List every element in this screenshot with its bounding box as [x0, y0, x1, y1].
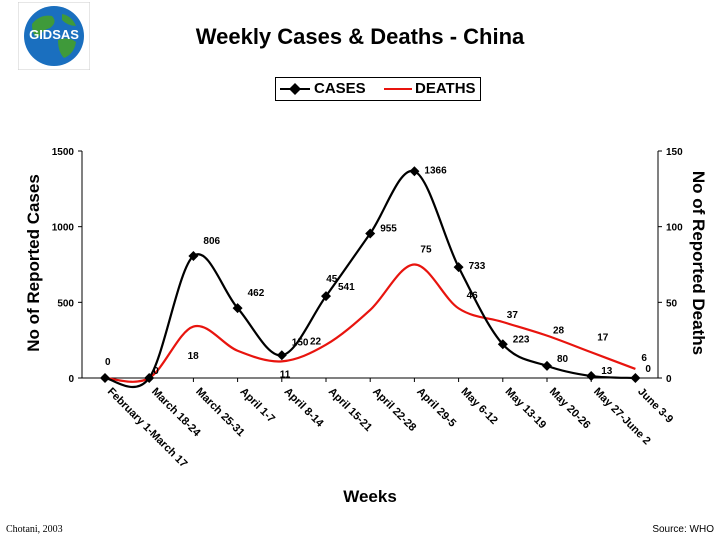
category-label-3: April 1-7	[237, 386, 277, 426]
cases-data-label-2: 806	[203, 236, 220, 247]
deaths-data-label-12: 6	[641, 353, 647, 364]
deaths-data-label-10: 28	[553, 326, 565, 337]
cases-point-6	[365, 228, 376, 239]
deaths-data-label-9: 37	[507, 310, 519, 321]
y-left-tick-label: 0	[68, 374, 74, 385]
cases-point-3	[232, 303, 243, 314]
y-right-tick-label: 0	[666, 374, 672, 385]
deaths-data-label-3: 18	[188, 351, 200, 362]
legend-swatches	[280, 83, 412, 95]
cases-data-label-12: 0	[645, 364, 651, 375]
deaths-data-label-5: 22	[310, 337, 322, 348]
deaths-data-label-6: 45	[326, 274, 338, 285]
category-label-9: May 13-19	[503, 386, 549, 432]
cases-data-label-8: 733	[469, 261, 486, 272]
globe-land-2	[58, 38, 76, 58]
y-left-tick-label: 500	[57, 298, 74, 309]
cases-data-label-4: 150	[292, 337, 309, 348]
cases-point-12	[630, 373, 641, 383]
cases-data-label-11: 13	[601, 366, 613, 377]
y-left-tick-label: 1500	[52, 147, 75, 158]
category-label-12: June 3-9	[635, 386, 675, 426]
y-right-tick-label: 100	[666, 223, 683, 234]
footer-author: Chotani, 2003	[6, 524, 63, 535]
chart-title: Weekly Cases & Deaths - China	[195, 24, 525, 49]
globe-land-3	[62, 14, 76, 26]
legend-cases-marker	[289, 83, 301, 95]
logo-text: GIDSAS	[29, 27, 79, 42]
cases-point-1	[144, 373, 155, 383]
legend-deaths-label: DEATHS	[415, 80, 476, 97]
data-labels: 0 0 806 462 150 541 955 1366 733 223 80 13 0 18 11 22 45…	[105, 165, 651, 380]
cases-data-label-9: 223	[513, 334, 530, 345]
globe-icon	[17, 1, 91, 71]
deaths-data-label-4: 11	[280, 369, 291, 380]
cases-point-8	[453, 262, 464, 273]
cases-data-label-0: 0	[105, 357, 111, 368]
cases-data-label-7: 1366	[424, 165, 447, 176]
cases-data-label-3: 462	[248, 288, 265, 299]
cases-point-5	[321, 291, 331, 302]
y-left-tick-label: 1000	[52, 223, 75, 234]
cases-data-label-6: 955	[380, 223, 397, 234]
cases-data-label-1: 0	[153, 366, 159, 377]
deaths-data-label-8: 46	[467, 290, 479, 301]
cases-data-label-10: 80	[557, 354, 569, 365]
y-right-tick-label: 50	[666, 298, 678, 309]
deaths-line	[104, 263, 636, 383]
category-label-4: April 8-14	[282, 386, 327, 431]
gidsas-logo: GIDSAS	[17, 1, 91, 71]
deaths-series	[104, 263, 636, 383]
category-label-7: April 29-5	[414, 386, 458, 430]
cases-line	[104, 169, 636, 389]
deaths-data-label-7: 75	[420, 245, 432, 256]
category-label-0: February 1-March 17	[105, 386, 190, 471]
category-label-5: April 15-21	[326, 386, 374, 434]
cases-point-11	[586, 371, 597, 382]
globe-land-1	[32, 15, 55, 38]
legend-cases-label: CASES	[314, 80, 366, 97]
cases-point-10	[542, 360, 552, 371]
legend: CASES DEATHS	[275, 77, 481, 101]
category-label-8: May 6-12	[458, 386, 499, 427]
cases-data-label-5: 541	[338, 282, 355, 293]
cases-point-2	[188, 251, 199, 262]
category-label-6: April 22-28	[370, 386, 418, 434]
deaths-data-label-11: 17	[597, 332, 609, 343]
cases-point-9	[497, 339, 508, 350]
cases-point-0	[100, 373, 110, 383]
cases-series	[100, 166, 641, 389]
y-right-tick-label: 150	[666, 147, 683, 158]
cases-point-4	[276, 350, 287, 361]
cases-point-7	[409, 166, 420, 177]
footer-source: Source: WHO	[652, 524, 714, 535]
x-axis-label: Weeks	[343, 487, 397, 506]
category-label-10: May 20-26	[547, 386, 593, 432]
